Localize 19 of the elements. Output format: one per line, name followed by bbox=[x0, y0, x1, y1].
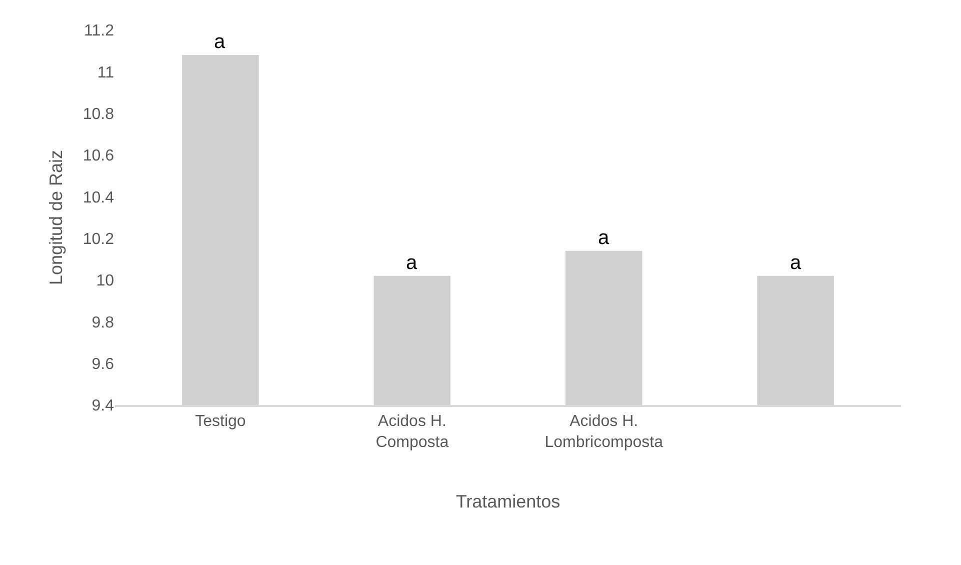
y-tick-label: 10.2 bbox=[82, 230, 114, 248]
annotation: a bbox=[214, 31, 226, 53]
x-tick-label: Acidos H. Lombricomposta bbox=[544, 413, 664, 451]
y-tick-label: 11 bbox=[97, 64, 114, 82]
annotation: a bbox=[598, 227, 610, 249]
y-axis-title: Longitud de Raiz bbox=[46, 150, 66, 286]
x-tick-label: Acidos H. Composta bbox=[376, 413, 449, 451]
y-tick-label: 10.6 bbox=[82, 148, 114, 165]
y-tick-label: 11.2 bbox=[84, 22, 114, 40]
y-tick-label: 9.6 bbox=[92, 356, 114, 373]
annotation: a bbox=[790, 252, 802, 274]
y-tick-label: 9.8 bbox=[92, 314, 114, 332]
annotation: a bbox=[406, 252, 418, 274]
y-tick-label: 9.4 bbox=[92, 398, 114, 415]
y-tick-label: 10.8 bbox=[82, 106, 114, 123]
x-axis-title: Tratamientos bbox=[456, 492, 560, 512]
y-tick-label: 10.4 bbox=[82, 189, 114, 206]
y-tick-label: 10 bbox=[96, 272, 114, 290]
x-tick-label: Testigo bbox=[195, 413, 246, 430]
